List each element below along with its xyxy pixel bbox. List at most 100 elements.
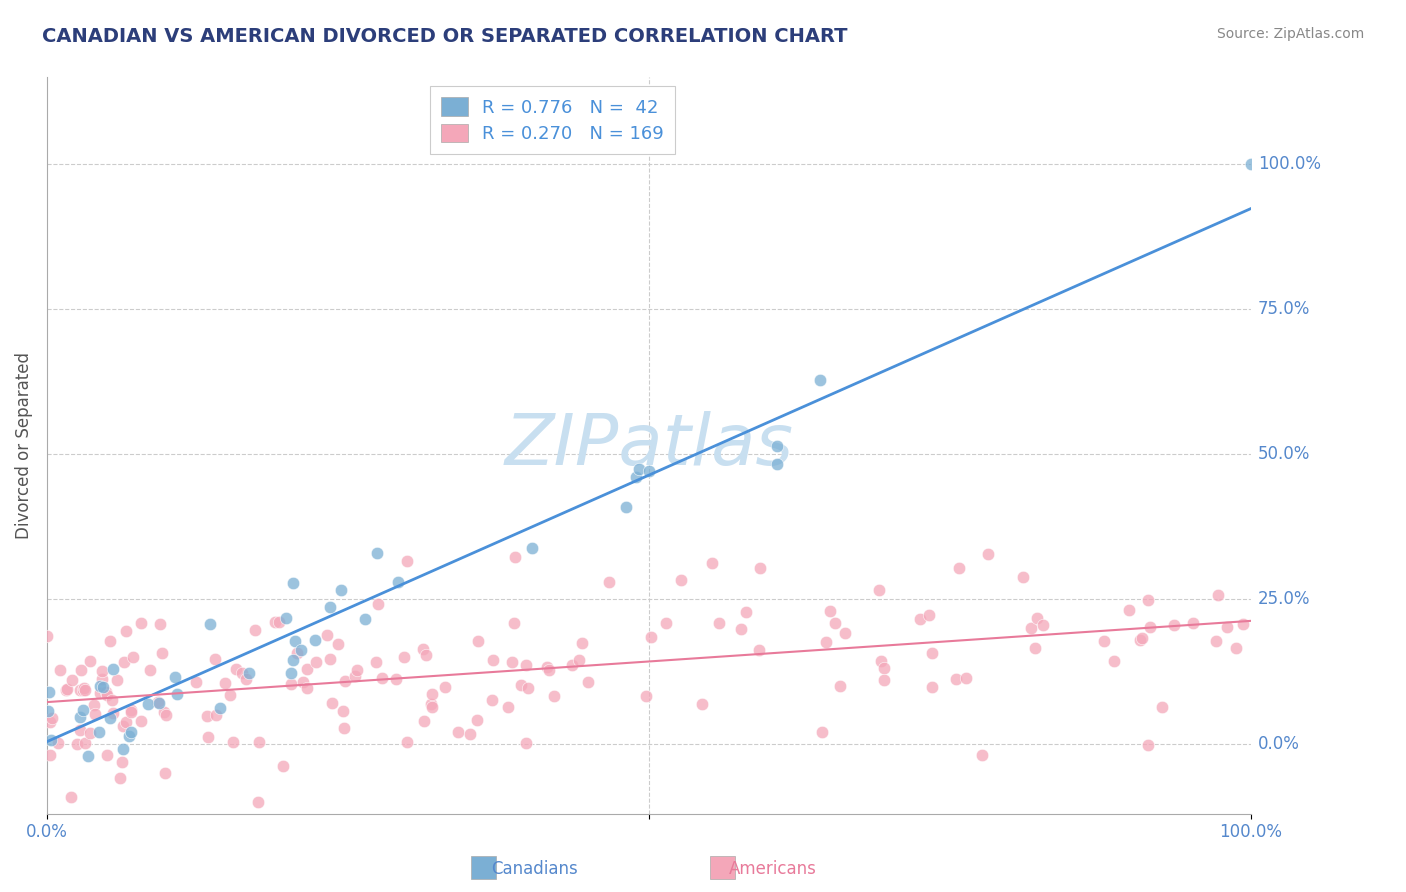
Point: [319, 599, 342, 614]
Point: [945, 672, 967, 686]
Point: [89, 679, 111, 693]
Point: [481, 693, 503, 707]
Point: [319, 652, 342, 666]
Point: [669, 573, 692, 587]
Point: [543, 689, 565, 703]
Point: [515, 657, 537, 672]
Point: [627, 462, 650, 476]
Point: [235, 673, 257, 687]
Point: [290, 642, 312, 657]
Point: [447, 725, 470, 739]
Point: [332, 704, 354, 718]
Point: [304, 633, 326, 648]
Point: [396, 553, 419, 567]
Point: [96, 747, 118, 762]
Point: [970, 748, 993, 763]
Point: [148, 696, 170, 710]
Point: [419, 698, 441, 712]
Point: [218, 689, 240, 703]
Point: [1118, 603, 1140, 617]
Point: [38, 715, 60, 730]
Point: [413, 714, 436, 728]
Point: [1232, 616, 1254, 631]
Point: [195, 709, 218, 723]
Point: [149, 616, 172, 631]
Point: [280, 677, 302, 691]
Text: 50.0%: 50.0%: [1258, 445, 1310, 463]
Point: [112, 655, 135, 669]
Point: [208, 700, 231, 714]
Point: [83, 698, 105, 713]
Point: [467, 634, 489, 648]
Point: [281, 653, 304, 667]
Point: [1129, 632, 1152, 647]
Point: [91, 665, 114, 679]
Point: [247, 735, 270, 749]
Point: [640, 630, 662, 644]
Y-axis label: Divorced or Separated: Divorced or Separated: [15, 352, 32, 539]
Point: [834, 625, 856, 640]
Point: [808, 373, 831, 387]
Point: [110, 772, 132, 786]
Point: [1206, 588, 1229, 602]
Point: [315, 628, 337, 642]
Point: [465, 714, 488, 728]
Point: [517, 681, 540, 695]
Point: [105, 673, 128, 687]
Point: [824, 616, 846, 631]
Point: [284, 633, 307, 648]
Point: [214, 675, 236, 690]
Point: [111, 756, 134, 770]
Point: [537, 663, 560, 677]
Point: [153, 705, 176, 719]
Point: [654, 615, 676, 630]
Point: [536, 660, 558, 674]
Point: [72, 683, 94, 698]
Point: [37, 704, 59, 718]
Point: [115, 624, 138, 638]
Point: [367, 597, 389, 611]
Point: [70, 663, 93, 677]
Point: [280, 666, 302, 681]
Text: Americans: Americans: [730, 860, 817, 878]
Point: [828, 679, 851, 693]
Text: Source: ZipAtlas.com: Source: ZipAtlas.com: [1216, 27, 1364, 41]
Point: [59, 790, 82, 805]
Point: [326, 637, 349, 651]
Point: [503, 616, 526, 631]
Point: [204, 652, 226, 666]
Point: [1026, 611, 1049, 625]
Point: [690, 698, 713, 712]
Point: [420, 700, 443, 714]
Point: [205, 708, 228, 723]
Point: [146, 695, 169, 709]
Point: [415, 648, 437, 663]
Point: [89, 686, 111, 700]
Point: [1139, 620, 1161, 634]
Point: [561, 658, 583, 673]
Point: [281, 576, 304, 591]
Point: [702, 556, 724, 570]
Point: [155, 708, 177, 723]
Point: [765, 457, 787, 471]
Point: [814, 635, 837, 649]
Point: [637, 464, 659, 478]
Point: [35, 629, 58, 643]
Point: [1225, 641, 1247, 656]
Point: [749, 561, 772, 575]
Point: [626, 469, 648, 483]
Point: [333, 721, 356, 735]
Point: [576, 675, 599, 690]
Point: [39, 748, 62, 763]
Point: [94, 685, 117, 699]
Point: [136, 698, 159, 712]
Point: [707, 616, 730, 631]
Point: [150, 646, 173, 660]
Text: ZIPatlas: ZIPatlas: [505, 411, 793, 480]
Text: CANADIAN VS AMERICAN DIVORCED OR SEPARATED CORRELATION CHART: CANADIAN VS AMERICAN DIVORCED OR SEPARAT…: [42, 27, 848, 45]
Point: [917, 607, 939, 622]
Point: [120, 706, 142, 720]
Point: [1019, 621, 1042, 635]
Point: [1092, 633, 1115, 648]
Point: [1137, 592, 1160, 607]
